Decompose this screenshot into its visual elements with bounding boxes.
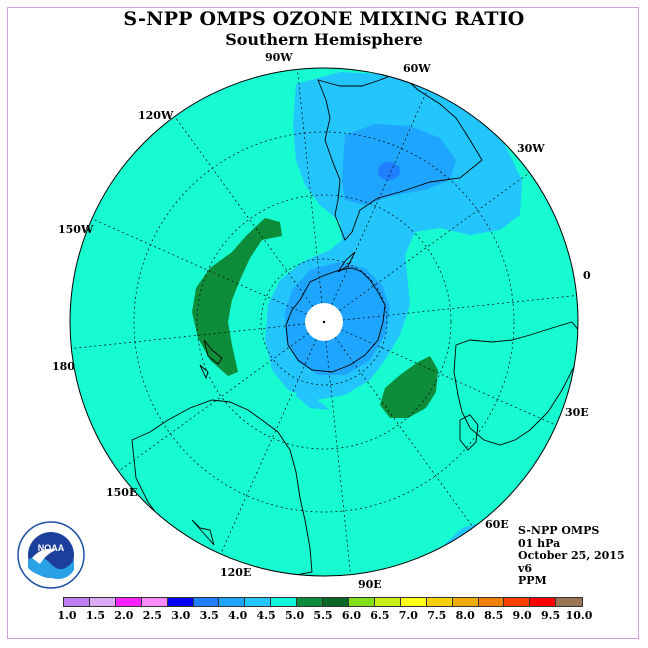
longitude-label-180: 180: [52, 360, 75, 373]
meridian-line: [91, 218, 307, 315]
info-instrument: S-NPP OMPS: [518, 524, 600, 537]
colorbar-tick-label: 5.0: [284, 609, 305, 622]
contour-4.5-5.0-southwest: [296, 380, 330, 410]
colorbar-swatch: [504, 598, 531, 606]
longitude-label-60e: 60E: [485, 518, 509, 531]
colorbar-tick-label: 8.0: [455, 609, 475, 622]
meridian-line: [325, 340, 351, 575]
info-date: October 25, 2015: [518, 549, 625, 562]
coast-antarctic-peninsula: [337, 251, 356, 273]
colorbar-tick-label: 9.0: [512, 609, 532, 622]
colorbar-tick-label: 1.5: [85, 609, 106, 622]
colorbar-tick-label: 1.0: [57, 609, 77, 622]
colorbar-tick-label: 9.5: [540, 609, 561, 622]
longitude-label-120e: 120E: [220, 566, 252, 579]
meridian-line: [71, 323, 306, 349]
info-version: v6: [518, 561, 533, 575]
colorbar-swatch: [219, 598, 246, 606]
meridian-line: [297, 69, 323, 304]
meridian-line: [220, 339, 317, 555]
meridians: [71, 69, 577, 575]
colorbar-swatch: [400, 598, 427, 606]
colorbar-tick-label: 3.5: [199, 609, 219, 622]
coast-new-zealand: [199, 339, 223, 380]
contour-3.5-4.0-north: [342, 124, 456, 205]
colorbar: [63, 597, 583, 607]
noaa-logo: NOAA: [17, 521, 85, 589]
meridian-line: [339, 172, 530, 312]
info-level: 01 hPa: [518, 536, 561, 550]
colorbar-swatch: [374, 598, 401, 606]
contour-5.0-5.5-east: [380, 356, 438, 418]
colorbar-swatch: [167, 598, 194, 606]
meridian-line: [334, 337, 474, 528]
meridian-line: [341, 329, 557, 426]
meridian-line: [118, 332, 309, 472]
longitude-label-90e: 90E: [358, 578, 382, 591]
colorbar-tick-label: 6.0: [341, 609, 362, 622]
map-subtitle: Southern Hemisphere: [225, 30, 423, 49]
colorbar-tick-label: 8.5: [484, 609, 504, 622]
colorbar-swatch: [141, 598, 168, 606]
info-unit: PPM: [518, 574, 547, 587]
coast-southeast-asia: [191, 519, 215, 546]
colorbar-swatch: [323, 598, 349, 606]
colorbar-tick-label: 5.5: [313, 609, 333, 622]
colorbar-swatch: [89, 598, 116, 606]
longitude-label-120w: 120W: [138, 109, 174, 122]
map-outline: [69, 67, 579, 577]
latitude-circle-60: [196, 194, 452, 450]
colorbar-swatch: [478, 598, 505, 606]
latitude-circle-40: [133, 131, 515, 513]
pole-marker: [322, 320, 326, 324]
colorbar-tick-label: 3.0: [171, 609, 191, 622]
coast-africa: [453, 321, 578, 446]
colorbar-swatch: [245, 598, 272, 606]
contour-5.0-5.5-west: [192, 218, 282, 376]
longitude-label-150e: 150E: [106, 486, 138, 499]
map-title: S-NPP OMPS OZONE MIXING RATIO: [123, 8, 525, 30]
longitude-label-90w: 90W: [265, 51, 293, 64]
colorbar-tick-label: 2.5: [142, 609, 162, 622]
colorbar-swatch: [530, 598, 557, 606]
colorbar-swatch: [297, 598, 324, 606]
coast-madagascar: [459, 414, 479, 451]
colorbar-swatch: [556, 598, 583, 606]
colorbar-swatch: [115, 598, 142, 606]
graticule: [71, 69, 577, 575]
colorbar-swatch: [348, 598, 375, 606]
colorbar-tick-label: 4.0: [228, 609, 248, 622]
colorbar-swatch: [271, 598, 298, 606]
contour-3.0-3.5-north: [378, 162, 400, 180]
longitude-label-60w: 60W: [403, 62, 431, 75]
colorbar-swatch: [452, 598, 479, 606]
latitude-circle-80: [260, 258, 388, 386]
colorbar-swatch: [426, 598, 453, 606]
meridian-line: [342, 295, 577, 321]
longitude-label-0: 0: [583, 269, 591, 282]
colorbar-tick-label: 7.5: [427, 609, 447, 622]
colorbar-tick-label: 4.5: [256, 609, 276, 622]
noaa-logo-text: NOAA: [38, 543, 65, 553]
figure-border: [7, 7, 639, 639]
colorbar-tick-label: 10.0: [565, 609, 593, 622]
colorbar-tick-label: 6.5: [370, 609, 390, 622]
colorbar-ticks: 1.0 1.5 2.0 2.5 3.0 3.5 4.0 4.5 5.0 5.5 6.0 6.5 7.0 7…: [57, 609, 592, 623]
info-box: S-NPP OMPS 01 hPa October 25, 2015 v6 PP…: [518, 524, 625, 588]
meridian-line: [331, 89, 428, 305]
colorbar-swatch: [64, 598, 90, 606]
longitude-label-30e: 30E: [565, 406, 589, 419]
longitude-label-150w: 150W: [58, 223, 94, 236]
meridian-line: [174, 116, 314, 307]
colorbar-tick-label: 7.0: [398, 609, 418, 622]
longitude-label-30w: 30W: [517, 142, 545, 155]
colorbar-tick-label: 2.0: [114, 609, 134, 622]
colorbar-swatch: [193, 598, 220, 606]
